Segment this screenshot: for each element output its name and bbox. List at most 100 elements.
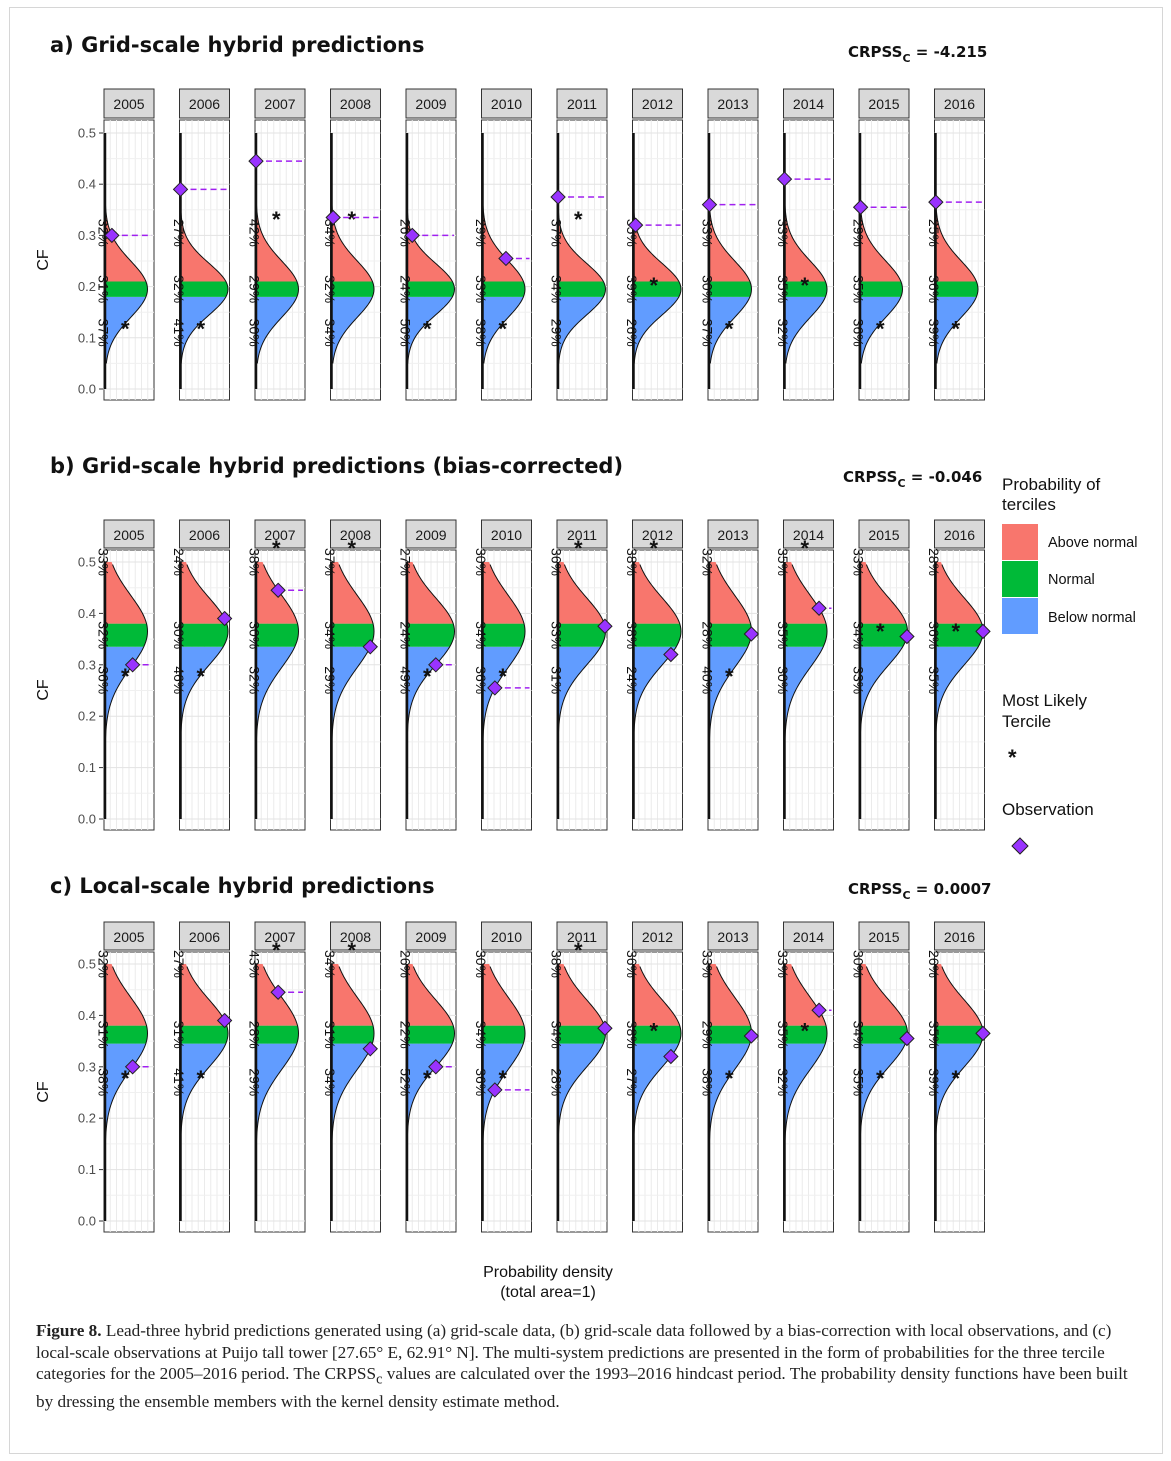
strip <box>179 921 230 951</box>
strip-year: 2008 <box>340 96 371 112</box>
pct-above: 37% <box>322 548 338 576</box>
pct-below: 50% <box>398 319 414 347</box>
pct-normal: 28% <box>700 621 716 649</box>
pct-below: 38% <box>96 1068 112 1096</box>
strip <box>556 88 608 119</box>
strip <box>556 519 608 549</box>
strip-year: 2006 <box>189 96 220 112</box>
normal-area <box>633 623 681 647</box>
below-normal-area <box>860 296 901 364</box>
below-normal-area <box>558 296 604 364</box>
likely-star-icon: * <box>574 938 583 963</box>
obs-diamond-icon <box>487 1082 503 1098</box>
panel-2008: 2008 34% * 32% 34% <box>322 88 381 401</box>
strip-year: 2013 <box>717 96 748 112</box>
strip <box>783 88 834 119</box>
below-normal-area <box>256 296 297 364</box>
strip <box>254 519 306 549</box>
y-tick-label: 0.4 <box>78 177 96 192</box>
pct-above: 36% <box>624 950 640 978</box>
normal-area <box>407 1025 455 1044</box>
pct-below: 38% <box>473 319 489 347</box>
normal-area <box>784 1025 827 1044</box>
chart-1: b) Grid-scale hybrid predictions (bias-c… <box>35 454 991 831</box>
pct-below: 38% <box>700 1068 716 1096</box>
pct-below: 36% <box>473 1068 489 1096</box>
strip <box>330 921 381 951</box>
above-normal-area <box>709 562 751 624</box>
legend: Probability of terciles Above normal Nor… <box>1002 475 1137 855</box>
strip <box>179 88 230 119</box>
strip <box>783 921 834 951</box>
pct-normal: 34% <box>549 1021 565 1049</box>
pct-below: 49% <box>398 666 414 694</box>
pct-above: 36% <box>549 548 565 576</box>
likely-star-icon: * <box>574 536 583 561</box>
caption-label: Figure 8. <box>36 1321 102 1340</box>
above-normal-area <box>935 133 977 282</box>
strip <box>707 88 759 119</box>
strip <box>254 88 306 119</box>
pct-below: 33% <box>851 666 867 694</box>
likely-star-icon: * <box>574 207 583 232</box>
likely-star-icon: * <box>952 619 961 644</box>
above-normal-area <box>860 964 907 1026</box>
normal-area <box>180 623 228 647</box>
above-normal-area <box>482 562 525 624</box>
pct-below: 30% <box>247 319 263 347</box>
likely-star-icon: * <box>725 664 734 689</box>
obs-diamond-icon <box>325 209 341 226</box>
below-normal-area <box>633 296 679 364</box>
strip <box>481 921 532 951</box>
pct-normal: 36% <box>926 621 942 649</box>
pct-below: 26% <box>624 319 640 347</box>
above-normal-area <box>784 133 826 282</box>
normal-area <box>482 281 525 297</box>
pct-above: 34% <box>322 219 338 247</box>
likely-star-icon: * <box>348 938 357 963</box>
pct-above: 33% <box>96 548 112 576</box>
likely-star-icon: * <box>272 207 281 232</box>
strip-year: 2014 <box>793 527 824 543</box>
below-normal-area <box>558 1043 604 1160</box>
above-normal-area <box>407 562 454 624</box>
above-normal-area <box>558 133 604 282</box>
strip <box>103 519 155 549</box>
strip-year: 2014 <box>793 96 824 112</box>
chart-2: c) Local-scale hybrid predictions CRPSSC … <box>35 874 991 1233</box>
obs-diamond-icon <box>975 1025 991 1042</box>
legend-swatch-above <box>1002 524 1038 560</box>
obs-diamond-icon <box>852 199 869 215</box>
strip-year: 2013 <box>717 527 748 543</box>
below-normal-area <box>482 1043 524 1160</box>
strip-year: 2005 <box>113 527 144 543</box>
below-normal-area <box>935 1043 981 1160</box>
below-normal-area <box>256 646 295 758</box>
strip-year: 2008 <box>340 527 371 543</box>
normal-area <box>105 1025 148 1044</box>
above-normal-area <box>935 562 982 624</box>
pct-above: 33% <box>775 950 791 978</box>
obs-diamond-icon <box>216 1012 233 1029</box>
strip-year: 2007 <box>264 96 295 112</box>
pct-above: 32% <box>96 950 112 978</box>
obs-diamond-icon <box>811 1002 827 1018</box>
above-normal-area <box>558 562 605 624</box>
likely-star-icon: * <box>348 536 357 561</box>
above-normal-area <box>256 133 297 282</box>
density-outline <box>708 564 753 758</box>
y-tick-label: 0.4 <box>78 1008 96 1023</box>
normal-area <box>331 623 374 647</box>
strip <box>934 88 985 119</box>
strip-year: 2010 <box>491 929 522 945</box>
legend-obs-label: Observation <box>1002 800 1094 819</box>
strip-year: 2006 <box>189 929 220 945</box>
density-outline <box>482 564 526 758</box>
likely-star-icon: * <box>801 1019 810 1044</box>
